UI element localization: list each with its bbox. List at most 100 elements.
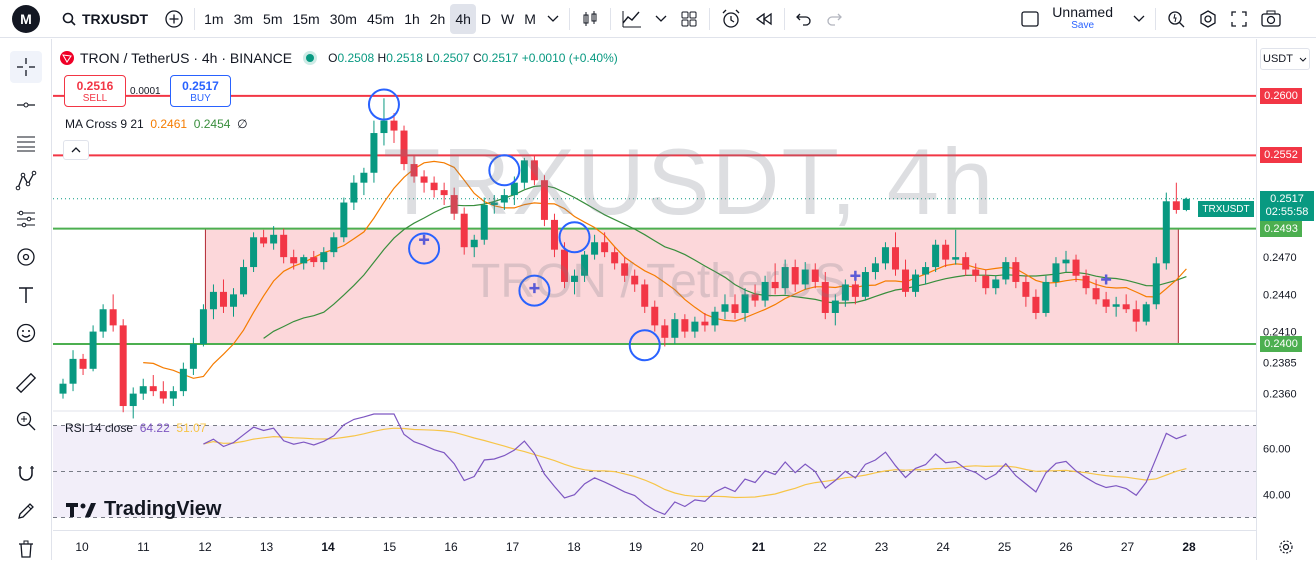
- crosshair-tool[interactable]: [10, 51, 42, 83]
- rsi-legend[interactable]: RSI 14 close 64.22 51.07: [65, 421, 206, 435]
- time-axis-label: 20: [690, 540, 704, 554]
- replay-button[interactable]: [748, 4, 780, 34]
- layout-dropdown[interactable]: [1127, 4, 1151, 34]
- candle: [420, 170, 428, 193]
- chevron-down-icon: [1299, 57, 1307, 62]
- snapshot-button[interactable]: [1254, 4, 1288, 34]
- candle: [59, 378, 67, 399]
- candle: [821, 272, 829, 320]
- interval-d[interactable]: D: [480, 10, 492, 27]
- rewind-icon: [755, 12, 772, 25]
- candle: [982, 269, 990, 295]
- candle: [942, 239, 950, 268]
- chart-pane[interactable]: [53, 39, 1256, 560]
- candle: [881, 242, 889, 270]
- rsi-axis-label: 40.00: [1263, 490, 1291, 502]
- candle: [1122, 294, 1130, 313]
- price-axis[interactable]: 0.2470 0.2440 0.2410 0.2385 0.2360 60.00 40.00: [1256, 39, 1316, 560]
- interval-15m[interactable]: 15m: [292, 10, 320, 27]
- interval-4h[interactable]: 4h: [450, 3, 476, 34]
- candle: [841, 279, 849, 307]
- trend-line-tool[interactable]: [10, 89, 42, 121]
- interval-2h[interactable]: 2h: [429, 10, 446, 27]
- candle: [400, 125, 408, 171]
- text-tool[interactable]: [10, 279, 42, 311]
- open-value: 0.2508: [337, 51, 375, 65]
- candle: [1132, 300, 1140, 332]
- interval-1m[interactable]: 1m: [204, 10, 224, 27]
- templates-button[interactable]: [673, 4, 705, 34]
- prediction-tool[interactable]: [10, 203, 42, 235]
- sell-button[interactable]: 0.2516 SELL: [64, 75, 126, 107]
- layout-toggle[interactable]: [1014, 4, 1046, 34]
- buy-button[interactable]: 0.2517 BUY: [170, 75, 231, 107]
- candle: [1072, 254, 1080, 282]
- high-value: 0.2518: [386, 51, 423, 65]
- measure-tool[interactable]: [10, 367, 42, 399]
- candles-icon: [583, 10, 597, 26]
- fib-tool[interactable]: [10, 127, 42, 159]
- annotation-circle: [367, 88, 400, 121]
- candle: [1172, 182, 1180, 214]
- tradingview-brand[interactable]: TradingView: [66, 498, 221, 521]
- zoom-in-icon: [16, 411, 36, 431]
- indicators-button[interactable]: [615, 4, 649, 34]
- ma-cross-marker: [1101, 274, 1112, 285]
- undo-button[interactable]: [789, 4, 819, 34]
- ma-cross-legend[interactable]: MA Cross 9 21 0.2461 0.2454 ∅: [65, 117, 248, 131]
- chart-settings-button[interactable]: [1276, 537, 1296, 557]
- pattern-tool[interactable]: [10, 165, 42, 197]
- symbol-search-button[interactable]: TRXUSDT: [62, 11, 148, 27]
- candle: [340, 197, 348, 243]
- candle: [661, 319, 669, 347]
- candle: [1182, 197, 1190, 212]
- candle: [550, 213, 558, 258]
- chart-type-button[interactable]: [574, 4, 606, 34]
- time-axis-label: 11: [137, 540, 150, 554]
- fullscreen-button[interactable]: [1224, 4, 1254, 34]
- interval-1h[interactable]: 1h: [404, 10, 420, 27]
- currency-selector[interactable]: USDT: [1260, 48, 1310, 70]
- candle: [952, 229, 960, 265]
- settings-button[interactable]: [1192, 4, 1224, 34]
- alert-button[interactable]: [714, 4, 748, 34]
- interval-m[interactable]: M: [524, 10, 536, 27]
- price-level-tag: 0.2517 02:55:58: [1260, 190, 1314, 221]
- magnet-tool[interactable]: [10, 457, 42, 489]
- brush-tool[interactable]: [10, 241, 42, 273]
- tron-logo-icon: [60, 51, 74, 65]
- interval-3m[interactable]: 3m: [233, 10, 254, 27]
- price-axis-label: 0.2440: [1263, 289, 1297, 301]
- lock-drawing-tool[interactable]: [10, 495, 42, 527]
- buy-label: BUY: [190, 92, 211, 104]
- candle: [440, 182, 448, 206]
- candle: [831, 294, 839, 326]
- candle: [380, 98, 388, 146]
- candle: [290, 249, 298, 270]
- interval-w[interactable]: W: [501, 10, 515, 27]
- compare-button[interactable]: [158, 4, 190, 34]
- price-chart[interactable]: [53, 39, 1256, 560]
- time-axis-label: 14: [321, 540, 335, 554]
- candle: [219, 279, 227, 313]
- interval-dropdown[interactable]: [541, 4, 565, 34]
- interval-5m[interactable]: 5m: [263, 10, 283, 27]
- ma-slow-value: 0.2454: [193, 117, 231, 131]
- buy-price: 0.2517: [182, 78, 219, 93]
- delete-tool[interactable]: [10, 533, 42, 565]
- candle: [300, 254, 308, 270]
- square-icon: [1021, 10, 1039, 27]
- series-title[interactable]: TRON / TetherUS · 4h · BINANCE: [80, 50, 293, 66]
- icon-tool[interactable]: [10, 317, 42, 349]
- zoom-tool[interactable]: [10, 405, 42, 437]
- interval-45m[interactable]: 45m: [366, 10, 395, 27]
- collapse-legend-button[interactable]: [63, 140, 89, 160]
- account-avatar[interactable]: M: [12, 4, 40, 33]
- indicators-dropdown[interactable]: [649, 4, 673, 34]
- layout-name-button[interactable]: Unnamed Save: [1052, 5, 1113, 33]
- time-axis[interactable]: 10 11 12 13 14 15 16 17 18 19 20 21 22 23 24 25 26 27 28: [53, 530, 1256, 560]
- crosshair-icon: [17, 58, 35, 76]
- redo-button[interactable]: [819, 4, 849, 34]
- interval-30m[interactable]: 30m: [329, 10, 357, 27]
- quick-search-button[interactable]: [1160, 4, 1192, 34]
